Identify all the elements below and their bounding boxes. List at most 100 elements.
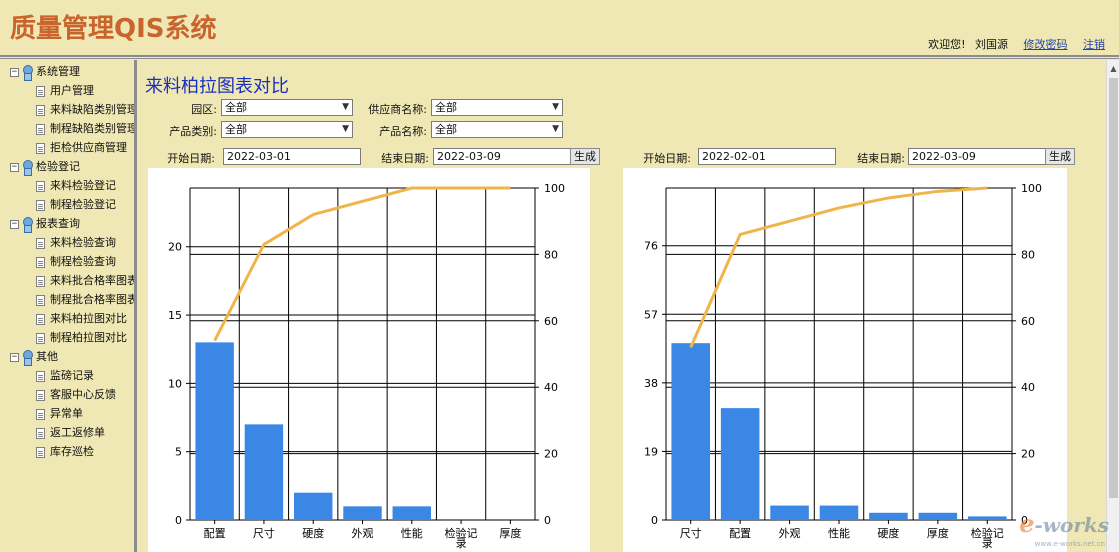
document-icon (36, 294, 45, 306)
left-start-date-label: 开始日期: (167, 152, 215, 165)
sidebar-item-incoming-inspection-query[interactable]: 来料检验查询 (0, 233, 134, 252)
x-tick-label: 厚度 (927, 526, 949, 540)
tree-group-label: 报表查询 (36, 217, 80, 230)
username: 刘国源 (975, 38, 1008, 51)
document-icon (36, 85, 45, 97)
document-icon (36, 180, 45, 192)
sidebar-item-rework-form[interactable]: 返工返修单 (0, 423, 134, 442)
sidebar-item-process-pass-rate-chart[interactable]: 制程批合格率图表 (0, 290, 134, 309)
sidebar-item-exception-form[interactable]: 异常单 (0, 404, 134, 423)
sidebar-tree: − 系统管理 用户管理 来料缺陷类别管理 制程缺陷类别管理 拒检供应商管理 − 检验… (0, 62, 134, 552)
collapse-icon[interactable]: − (10, 351, 19, 362)
eworks-watermark-logo: e-works (1019, 509, 1109, 538)
y2-tick-label: 80 (1021, 248, 1035, 261)
right-start-date-label: 开始日期: (643, 152, 691, 165)
sidebar-item-incoming-inspection-entry[interactable]: 来料检验登记 (0, 176, 134, 195)
right-generate-button[interactable]: 生成 (1045, 148, 1075, 165)
x-tick-label: 硬度 (302, 526, 324, 540)
sidebar-divider (134, 60, 137, 552)
sidebar-item-process-inspection-entry[interactable]: 制程检验登记 (0, 195, 134, 214)
x-tick-label: 外观 (779, 527, 801, 540)
document-icon (36, 389, 45, 401)
user-area: 欢迎您! 刘国源 修改密码 注销 (922, 36, 1105, 52)
vertical-scrollbar[interactable]: ▲ (1106, 60, 1119, 552)
bar-硬度 (293, 492, 333, 520)
supplier-select[interactable]: 全部 ▼ (431, 99, 563, 116)
document-icon (36, 313, 45, 325)
document-icon (36, 123, 45, 135)
document-icon (36, 427, 45, 439)
app-header: 质量管理QIS系统 欢迎您! 刘国源 修改密码 注销 (0, 0, 1119, 59)
sidebar-item-label: 库存巡检 (50, 445, 94, 458)
tree-group-reports[interactable]: − 报表查询 (0, 214, 134, 233)
sidebar-item-label: 返工返修单 (50, 426, 105, 439)
sidebar-item-label: 来料检验登记 (50, 179, 116, 192)
right-end-date-label: 结束日期: (857, 152, 905, 165)
logout-link[interactable]: 注销 (1083, 38, 1105, 51)
document-icon (36, 237, 45, 249)
park-label: 园区: (191, 103, 217, 116)
bar-尺寸 (244, 424, 284, 520)
bar-配置 (195, 342, 234, 520)
sidebar-item-weighbridge-records[interactable]: 监磅记录 (0, 366, 134, 385)
sidebar-item-user-management[interactable]: 用户管理 (0, 81, 134, 100)
collapse-icon[interactable]: − (10, 161, 19, 172)
y-tick-label: 38 (644, 377, 658, 390)
bar-厚度 (918, 512, 958, 520)
document-icon (36, 370, 45, 382)
x-tick-label: 性能 (828, 526, 850, 540)
x-tick-label: 厚度 (499, 526, 521, 540)
main-content: 来料柏拉图表对比 园区: 全部 ▼ 供应商名称: 全部 ▼ 产品类别: 全部 ▼ 产品… (137, 60, 1106, 552)
right-start-date-input[interactable]: 2022-02-01 (698, 148, 836, 165)
tree-group-label: 检验登记 (36, 160, 80, 173)
y2-tick-label: 60 (1021, 315, 1035, 328)
category-select-value: 全部 (225, 123, 247, 136)
user-group-icon (22, 350, 33, 366)
chevron-down-icon: ▼ (552, 102, 559, 112)
bar-外观 (343, 506, 382, 520)
scroll-up-arrow-icon[interactable]: ▲ (1110, 64, 1117, 73)
left-end-date-input[interactable]: 2022-03-09 (433, 148, 571, 165)
sidebar-item-process-inspection-query[interactable]: 制程检验查询 (0, 252, 134, 271)
sidebar-item-incoming-pass-rate-chart[interactable]: 来料批合格率图表 (0, 271, 134, 290)
x-tick-label: 配置 (729, 527, 751, 540)
scrollbar-thumb[interactable] (1109, 78, 1118, 498)
supplier-label: 供应商名称: (368, 103, 427, 116)
sidebar-item-label: 用户管理 (50, 84, 94, 97)
app-title: 质量管理QIS系统 (10, 14, 217, 44)
header-divider-thin (0, 58, 1119, 59)
tree-group-other[interactable]: − 其他 (0, 347, 134, 366)
header-divider (0, 55, 1119, 57)
tree-group-system[interactable]: − 系统管理 (0, 62, 134, 81)
park-select[interactable]: 全部 ▼ (221, 99, 353, 116)
bar-外观 (770, 505, 809, 520)
y-tick-label: 0 (175, 514, 182, 527)
category-select[interactable]: 全部 ▼ (221, 121, 353, 138)
sidebar-item-incoming-pareto-compare[interactable]: 来料柏拉图对比 (0, 309, 134, 328)
sidebar-item-process-pareto-compare[interactable]: 制程柏拉图对比 (0, 328, 134, 347)
left-generate-button[interactable]: 生成 (570, 148, 600, 165)
user-group-icon (22, 217, 33, 233)
tree-group-inspection[interactable]: − 检验登记 (0, 157, 134, 176)
collapse-icon[interactable]: − (10, 66, 19, 77)
left-end-date-label: 结束日期: (381, 152, 429, 165)
right-end-date-input[interactable]: 2022-03-09 (908, 148, 1046, 165)
sidebar-item-inventory-patrol[interactable]: 库存巡检 (0, 442, 134, 461)
collapse-icon[interactable]: − (10, 218, 19, 229)
right-pareto-chart-panel: 0 19 38 57 76 0 20 40 60 80 100 尺寸 配置 外观 性能 硬度 厚度 检验记录 (623, 168, 1067, 552)
sidebar-item-label: 制程批合格率图表 (50, 293, 134, 306)
sidebar-item-label: 来料柏拉图对比 (50, 312, 127, 325)
y-tick-label: 15 (168, 309, 182, 322)
product-select[interactable]: 全部 ▼ (431, 121, 563, 138)
sidebar-item-label: 来料批合格率图表 (50, 274, 134, 287)
left-start-date-input[interactable]: 2022-03-01 (223, 148, 361, 165)
sidebar-item-label: 异常单 (50, 407, 83, 420)
change-password-link[interactable]: 修改密码 (1023, 38, 1068, 51)
sidebar-item-rejected-suppliers[interactable]: 拒检供应商管理 (0, 138, 134, 157)
sidebar-item-process-defect-types[interactable]: 制程缺陷类别管理 (0, 119, 134, 138)
welcome-text: 欢迎您! (928, 38, 966, 51)
sidebar-item-incoming-defect-types[interactable]: 来料缺陷类别管理 (0, 100, 134, 119)
sidebar-item-customer-feedback[interactable]: 客服中心反馈 (0, 385, 134, 404)
y2-tick-label: 40 (1021, 381, 1035, 394)
